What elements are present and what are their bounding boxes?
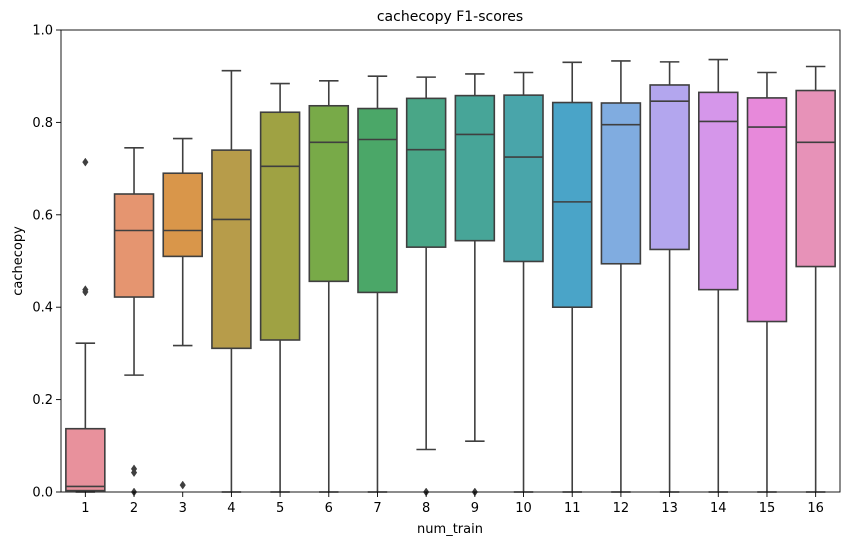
y-tick-label: 0.0	[32, 486, 53, 501]
y-axis: 0.0 0.2 0.4 0.6 0.8 1.0	[32, 24, 61, 501]
box	[259, 111, 301, 341]
x-axis-label: num_train	[417, 522, 483, 537]
box-group-13	[649, 61, 690, 493]
box	[113, 193, 155, 298]
box-group-8	[405, 76, 447, 497]
x-tick-label: 4	[227, 501, 235, 516]
box	[454, 94, 496, 242]
x-tick-label: 13	[661, 501, 678, 516]
box-group-6	[308, 80, 350, 493]
box-group-14	[698, 58, 739, 493]
box-group-15	[746, 71, 788, 493]
box-group-2	[113, 147, 155, 497]
axes-frame	[60, 29, 841, 493]
box	[65, 427, 106, 492]
x-tick-label: 12	[613, 501, 630, 516]
box-group-16	[795, 65, 836, 493]
box-group-11	[551, 61, 593, 493]
box	[795, 89, 836, 268]
box	[308, 104, 350, 283]
outlier-point	[130, 468, 138, 478]
box	[649, 84, 690, 251]
outlier-point	[82, 157, 89, 167]
box	[600, 102, 642, 265]
box-group-10	[503, 71, 544, 493]
x-axis: 1 2 3 4 5 6 7 8 9 10 11 12 13 14 15 16	[81, 492, 824, 516]
y-tick-label: 1.0	[32, 24, 53, 39]
y-tick-label: 0.6	[32, 208, 53, 223]
box	[211, 149, 252, 350]
outlier-point	[82, 287, 89, 297]
x-tick-label: 5	[276, 501, 284, 516]
box	[503, 94, 544, 263]
x-tick-label: 1	[81, 501, 89, 516]
box-group-12	[600, 60, 642, 493]
plot-area	[65, 58, 836, 497]
box-group-5	[259, 82, 301, 493]
box-group-3	[162, 137, 203, 490]
x-tick-label: 8	[422, 501, 430, 516]
x-tick-label: 10	[515, 501, 532, 516]
x-tick-label: 11	[564, 501, 581, 516]
x-tick-label: 6	[325, 501, 333, 516]
x-tick-label: 7	[373, 501, 381, 516]
chart-title: cachecopy F1-scores	[377, 9, 523, 25]
y-axis-label: cachecopy	[11, 226, 26, 296]
x-tick-label: 15	[759, 501, 776, 516]
box	[698, 91, 739, 291]
y-tick-label: 0.2	[32, 393, 53, 408]
x-tick-label: 16	[807, 501, 824, 516]
box	[357, 107, 398, 294]
y-tick-label: 0.8	[32, 116, 53, 131]
box-group-1	[65, 157, 106, 493]
outlier-point	[179, 480, 186, 490]
box	[551, 101, 593, 308]
box-group-9	[454, 73, 496, 497]
box	[746, 97, 788, 323]
x-tick-label: 9	[471, 501, 479, 516]
box	[405, 97, 447, 248]
x-tick-label: 2	[130, 501, 138, 516]
x-tick-label: 14	[710, 501, 727, 516]
x-tick-label: 3	[179, 501, 187, 516]
box-group-4	[211, 69, 252, 493]
y-tick-label: 0.4	[32, 301, 53, 316]
box	[162, 172, 203, 258]
box-group-7	[357, 75, 398, 493]
